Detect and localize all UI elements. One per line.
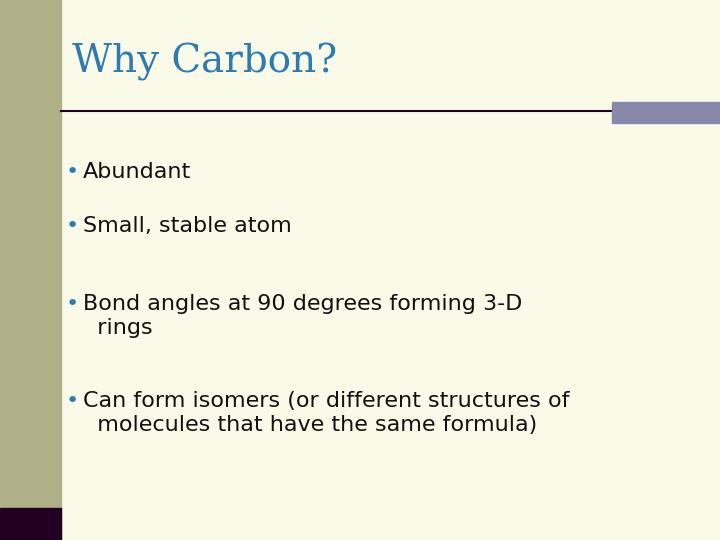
Bar	[0, 508, 61, 540]
Text: Bond angles at 90 degrees forming 3-D
  rings: Bond angles at 90 degrees forming 3-D ri…	[83, 294, 522, 338]
Text: Why Carbon?: Why Carbon?	[72, 43, 337, 81]
Text: Small, stable atom: Small, stable atom	[83, 216, 292, 236]
Text: Abundant: Abundant	[83, 162, 191, 182]
Text: •: •	[66, 162, 78, 182]
Text: Can form isomers (or different structures of
  molecules that have the same form: Can form isomers (or different structure…	[83, 392, 570, 435]
Bar	[0, 0, 61, 540]
Text: •: •	[66, 392, 78, 411]
Text: •: •	[66, 216, 78, 236]
Bar	[612, 102, 720, 123]
Text: •: •	[66, 294, 78, 314]
